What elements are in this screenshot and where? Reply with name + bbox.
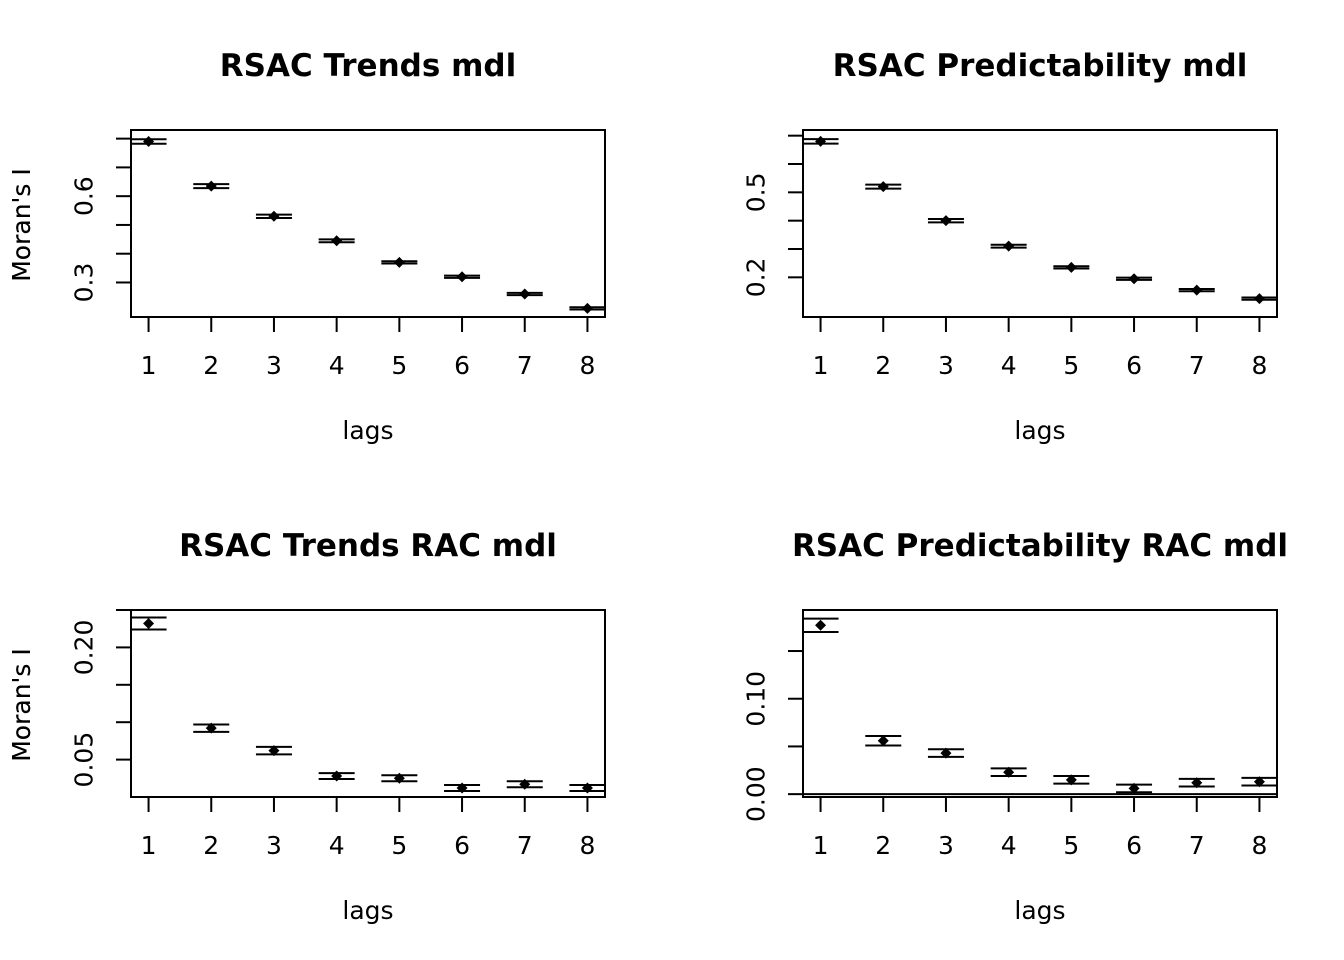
x-tick-label: 6 (1126, 351, 1142, 380)
x-axis-label: lags (1014, 416, 1065, 445)
data-point (1065, 774, 1077, 786)
chart-title: RSAC Trends RAC mdl (179, 528, 557, 564)
data-point (940, 215, 952, 227)
x-tick-label: 7 (517, 351, 533, 380)
y-axis-label: Moran's I (7, 168, 36, 282)
chart-panel-4: RSAC Predictability RAC mdl 1 2 3 4 5 6 7 8 lags 0… (7, 528, 1288, 925)
data-point (877, 735, 889, 747)
data-point (331, 770, 343, 782)
data-point (456, 271, 468, 283)
data-point (1191, 777, 1203, 789)
x-tick-label: 7 (1189, 831, 1205, 860)
y-tick-label: 0.3 (70, 263, 99, 303)
y-axis-label: Moran's I (7, 168, 36, 282)
data-point (205, 722, 217, 734)
x-tick-label: 3 (266, 831, 282, 860)
chart-title: RSAC Trends mdl (220, 48, 516, 84)
data-point (1128, 782, 1140, 794)
y-axis-label: Moran's I (7, 648, 36, 762)
data-point (393, 772, 405, 784)
x-tick-label: 3 (938, 831, 954, 860)
x-tick-label: 2 (875, 831, 891, 860)
data-point (393, 256, 405, 268)
data-point (1003, 766, 1015, 778)
x-tick-label: 6 (1126, 831, 1142, 860)
chart-panel-1: RSAC Trends mdl 1 2 3 4 5 6 7 8 lags 0.3 0.6 Moran's… (7, 48, 606, 445)
data-point (1128, 273, 1140, 285)
x-tick-label: 1 (813, 831, 829, 860)
x-tick-label: 4 (1001, 351, 1017, 380)
data-point (143, 136, 155, 148)
x-tick-label: 8 (579, 831, 595, 860)
data-point (331, 235, 343, 247)
y-tick-label: 0.5 (742, 172, 771, 212)
x-tick-label: 8 (1251, 351, 1267, 380)
x-tick-label: 5 (1063, 831, 1079, 860)
chart-title: RSAC Predictability RAC mdl (792, 528, 1288, 564)
data-point (1253, 776, 1265, 788)
x-axis-label: lags (342, 896, 393, 925)
chart-panel-2: RSAC Predictability mdl 1 2 3 4 5 6 7 8 lags 0.2 0.… (7, 48, 1278, 445)
data-point (1191, 284, 1203, 296)
plot-frame (802, 609, 1278, 798)
data-point (815, 619, 827, 631)
x-tick-label: 5 (391, 351, 407, 380)
data-point (940, 747, 952, 759)
x-tick-label: 1 (141, 831, 157, 860)
y-tick-label: 0.20 (70, 620, 99, 676)
x-axis-label: lags (1014, 896, 1065, 925)
x-axis-label: lags (342, 416, 393, 445)
x-tick-label: 2 (875, 351, 891, 380)
data-point (581, 782, 593, 794)
data-point (1065, 261, 1077, 273)
y-axis-label: Moran's I (7, 648, 36, 762)
data-point (1253, 293, 1265, 305)
y-tick-label: 0.10 (742, 671, 771, 727)
plot-frame (130, 129, 606, 318)
data-point (1003, 240, 1015, 252)
plot-frame (130, 609, 606, 798)
data-point (456, 782, 468, 794)
data-point (143, 617, 155, 629)
x-tick-label: 4 (1001, 831, 1017, 860)
y-tick-label: 0.00 (742, 766, 771, 822)
x-tick-label: 3 (938, 351, 954, 380)
data-point (815, 135, 827, 147)
data-point (205, 180, 217, 192)
x-tick-label: 3 (266, 351, 282, 380)
chart-panel-3: RSAC Trends RAC mdl 1 2 3 4 5 6 7 8 lags 0.05 0.20 M… (7, 528, 606, 925)
x-tick-label: 4 (329, 351, 345, 380)
x-tick-label: 2 (203, 351, 219, 380)
x-tick-label: 7 (1189, 351, 1205, 380)
data-point (877, 181, 889, 193)
x-tick-label: 5 (391, 831, 407, 860)
data-point (519, 778, 531, 790)
x-tick-label: 6 (454, 351, 470, 380)
y-tick-label: 0.6 (70, 176, 99, 216)
x-tick-label: 4 (329, 831, 345, 860)
x-tick-label: 8 (1251, 831, 1267, 860)
x-tick-label: 1 (813, 351, 829, 380)
data-point (268, 210, 280, 222)
x-tick-label: 8 (579, 351, 595, 380)
x-tick-label: 5 (1063, 351, 1079, 380)
data-point (268, 745, 280, 757)
x-tick-label: 2 (203, 831, 219, 860)
plot-frame (802, 129, 1278, 318)
y-tick-label: 0.05 (70, 732, 99, 788)
chart-title: RSAC Predictability mdl (833, 48, 1248, 84)
data-point (519, 288, 531, 300)
x-tick-label: 6 (454, 831, 470, 860)
data-point (581, 302, 593, 314)
x-tick-label: 1 (141, 351, 157, 380)
y-tick-label: 0.2 (742, 257, 771, 297)
x-tick-label: 7 (517, 831, 533, 860)
